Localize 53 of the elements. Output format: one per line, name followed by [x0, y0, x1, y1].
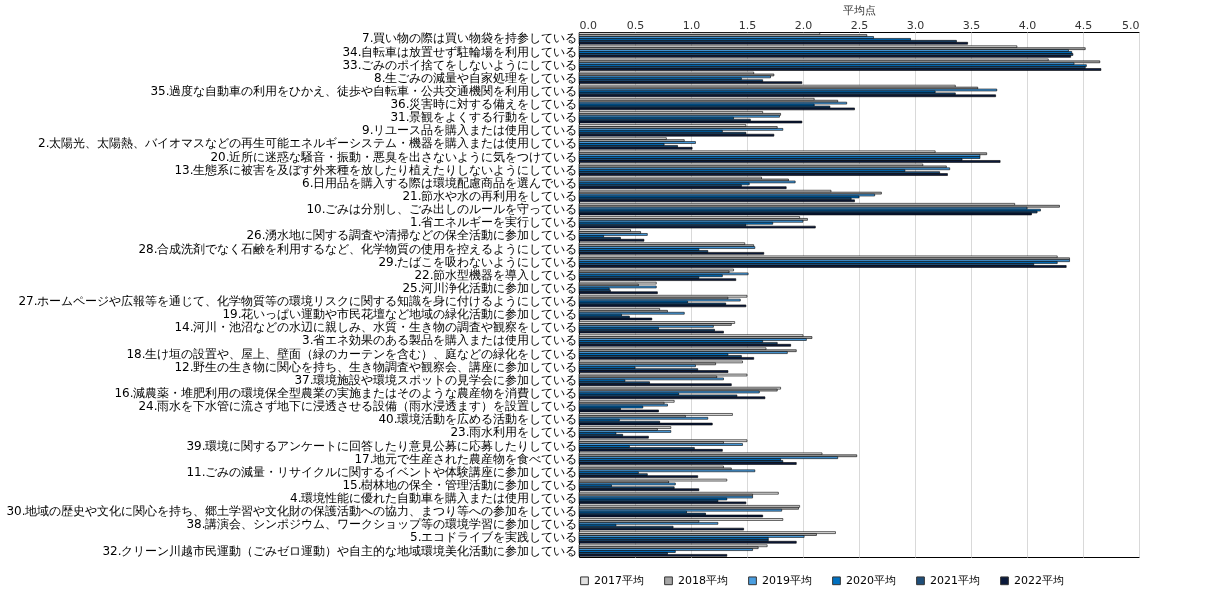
- legend-label: 2021平均: [930, 573, 980, 587]
- x-axis-title: 平均点: [843, 3, 876, 17]
- y-tick-label: 24.雨水を下水管に流さず地下に浸透させる設備（雨水浸透ます）を設置している: [138, 399, 578, 414]
- x-tick-label: 3.0: [906, 18, 925, 32]
- x-tick-label: 1.5: [738, 18, 757, 32]
- y-tick-label: 8.生ごみの減量や自家処理をしている: [374, 70, 578, 85]
- legend-label: 2017平均: [594, 573, 644, 587]
- y-tick-label: 17.地元で生産された農産物を食べている: [354, 451, 578, 466]
- x-tick-label: 4.0: [1018, 18, 1037, 32]
- y-tick-label: 29.たばこを吸わないようにしている: [378, 254, 578, 269]
- x-tick-label: 0.5: [626, 18, 645, 32]
- y-tick-label: 6.日用品を購入する際は環境配慮商品を選んでいる: [302, 175, 578, 190]
- y-tick-label: 31.景観をよくする行動をしている: [390, 110, 578, 125]
- y-tick-label: 5.エコドライブを実践している: [410, 530, 578, 545]
- y-tick-label: 7.買い物の際は買い物袋を持参している: [362, 31, 578, 46]
- legend-label: 2020平均: [846, 573, 896, 587]
- legend-label: 2018平均: [678, 573, 728, 587]
- y-tick-label: 20.近所に迷惑な騒音・振動・悪臭を出さないように気をつけている: [210, 149, 578, 164]
- y-tick-label: 33.ごみのポイ捨てをしないようにしている: [342, 57, 578, 72]
- y-tick-label: 18.生け垣の設置や、屋上、壁面（緑のカーテンを含む）、庭などの緑化をしている: [126, 346, 578, 361]
- x-tick-label: 3.5: [962, 18, 981, 32]
- y-tick-label: 30.地域の歴史や文化に関心を持ち、郷土学習や文化財の保護活動への協力、まつり等への参加をしている: [6, 504, 578, 519]
- y-tick-label: 9.リユース品を購入または使用している: [362, 123, 578, 138]
- y-tick-label: 35.過度な自動車の利用をひかえ、徒歩や自転車・公共交通機関を利用している: [150, 83, 578, 98]
- y-tick-label: 16.減農薬・堆肥利用の環境保全型農業の実施またはそのような農産物を消費している: [114, 385, 578, 400]
- y-tick-label: 28.合成洗剤でなく石鹸を利用するなど、化学物質の使用を控えるようにしている: [138, 241, 578, 256]
- y-tick-label: 23.雨水利用をしている: [450, 425, 578, 440]
- x-tick-label: 5.0: [1122, 18, 1140, 32]
- x-tick-label: 2.5: [850, 18, 869, 32]
- y-tick-label: 39.環境に関するアンケートに回答したり意見公募に応募したりしている: [186, 438, 578, 453]
- y-tick-label: 3.省エネ効果のある製品を購入または使用している: [302, 333, 578, 348]
- y-tick-label: 15.樹林地の保全・管理活動に参加している: [342, 477, 578, 492]
- legend-label: 2019平均: [762, 573, 812, 587]
- y-tick-label: 32.クリーン川越市民運動（ごみゼロ運動）や自主的な地域環境美化活動に参加している: [102, 543, 578, 558]
- y-tick-label: 25.河川浄化活動に参加している: [402, 280, 578, 295]
- y-tick-label: 36.災害時に対する備えをしている: [390, 97, 578, 112]
- y-tick-label: 4.環境性能に優れた自動車を購入または使用している: [290, 491, 578, 506]
- y-tick-label: 11.ごみの減量・リサイクルに関するイベントや体験講座に参加している: [186, 464, 578, 479]
- y-tick-label: 38.講演会、シンポジウム、ワークショップ等の環境学習に参加している: [186, 517, 578, 532]
- x-tick-label: 0.0: [579, 18, 597, 32]
- y-tick-label: 1.省エネルギーを実行している: [410, 215, 578, 230]
- legend-label: 2022平均: [1014, 573, 1064, 587]
- x-tick-label: 2.0: [794, 18, 813, 32]
- y-tick-label: 10.ごみは分別し、ごみ出しのルールを守っている: [306, 202, 578, 217]
- y-tick-label: 19.花いっぱい運動や市民花壇など地域の緑化活動に参加している: [222, 307, 578, 322]
- x-tick-label: 4.5: [1074, 18, 1093, 32]
- y-tick-label: 2.太陽光、太陽熱、バイオマスなどの再生可能エネルギーシステム・機器を購入または使用している: [38, 136, 578, 151]
- y-tick-label: 37.環境施設や環境スポットの見学会に参加している: [294, 372, 578, 387]
- y-tick-label: 34.自転車は放置せず駐輪場を利用している: [342, 44, 578, 59]
- x-tick-label: 1.0: [682, 18, 701, 32]
- y-tick-label: 14.河川・池沼などの水辺に親しみ、水質・生き物の調査や観察をしている: [174, 320, 578, 335]
- y-tick-label: 26.湧水地に関する調査や清掃などの保全活動に参加している: [246, 228, 578, 243]
- y-tick-label: 40.環境活動を広める活動をしている: [378, 412, 578, 427]
